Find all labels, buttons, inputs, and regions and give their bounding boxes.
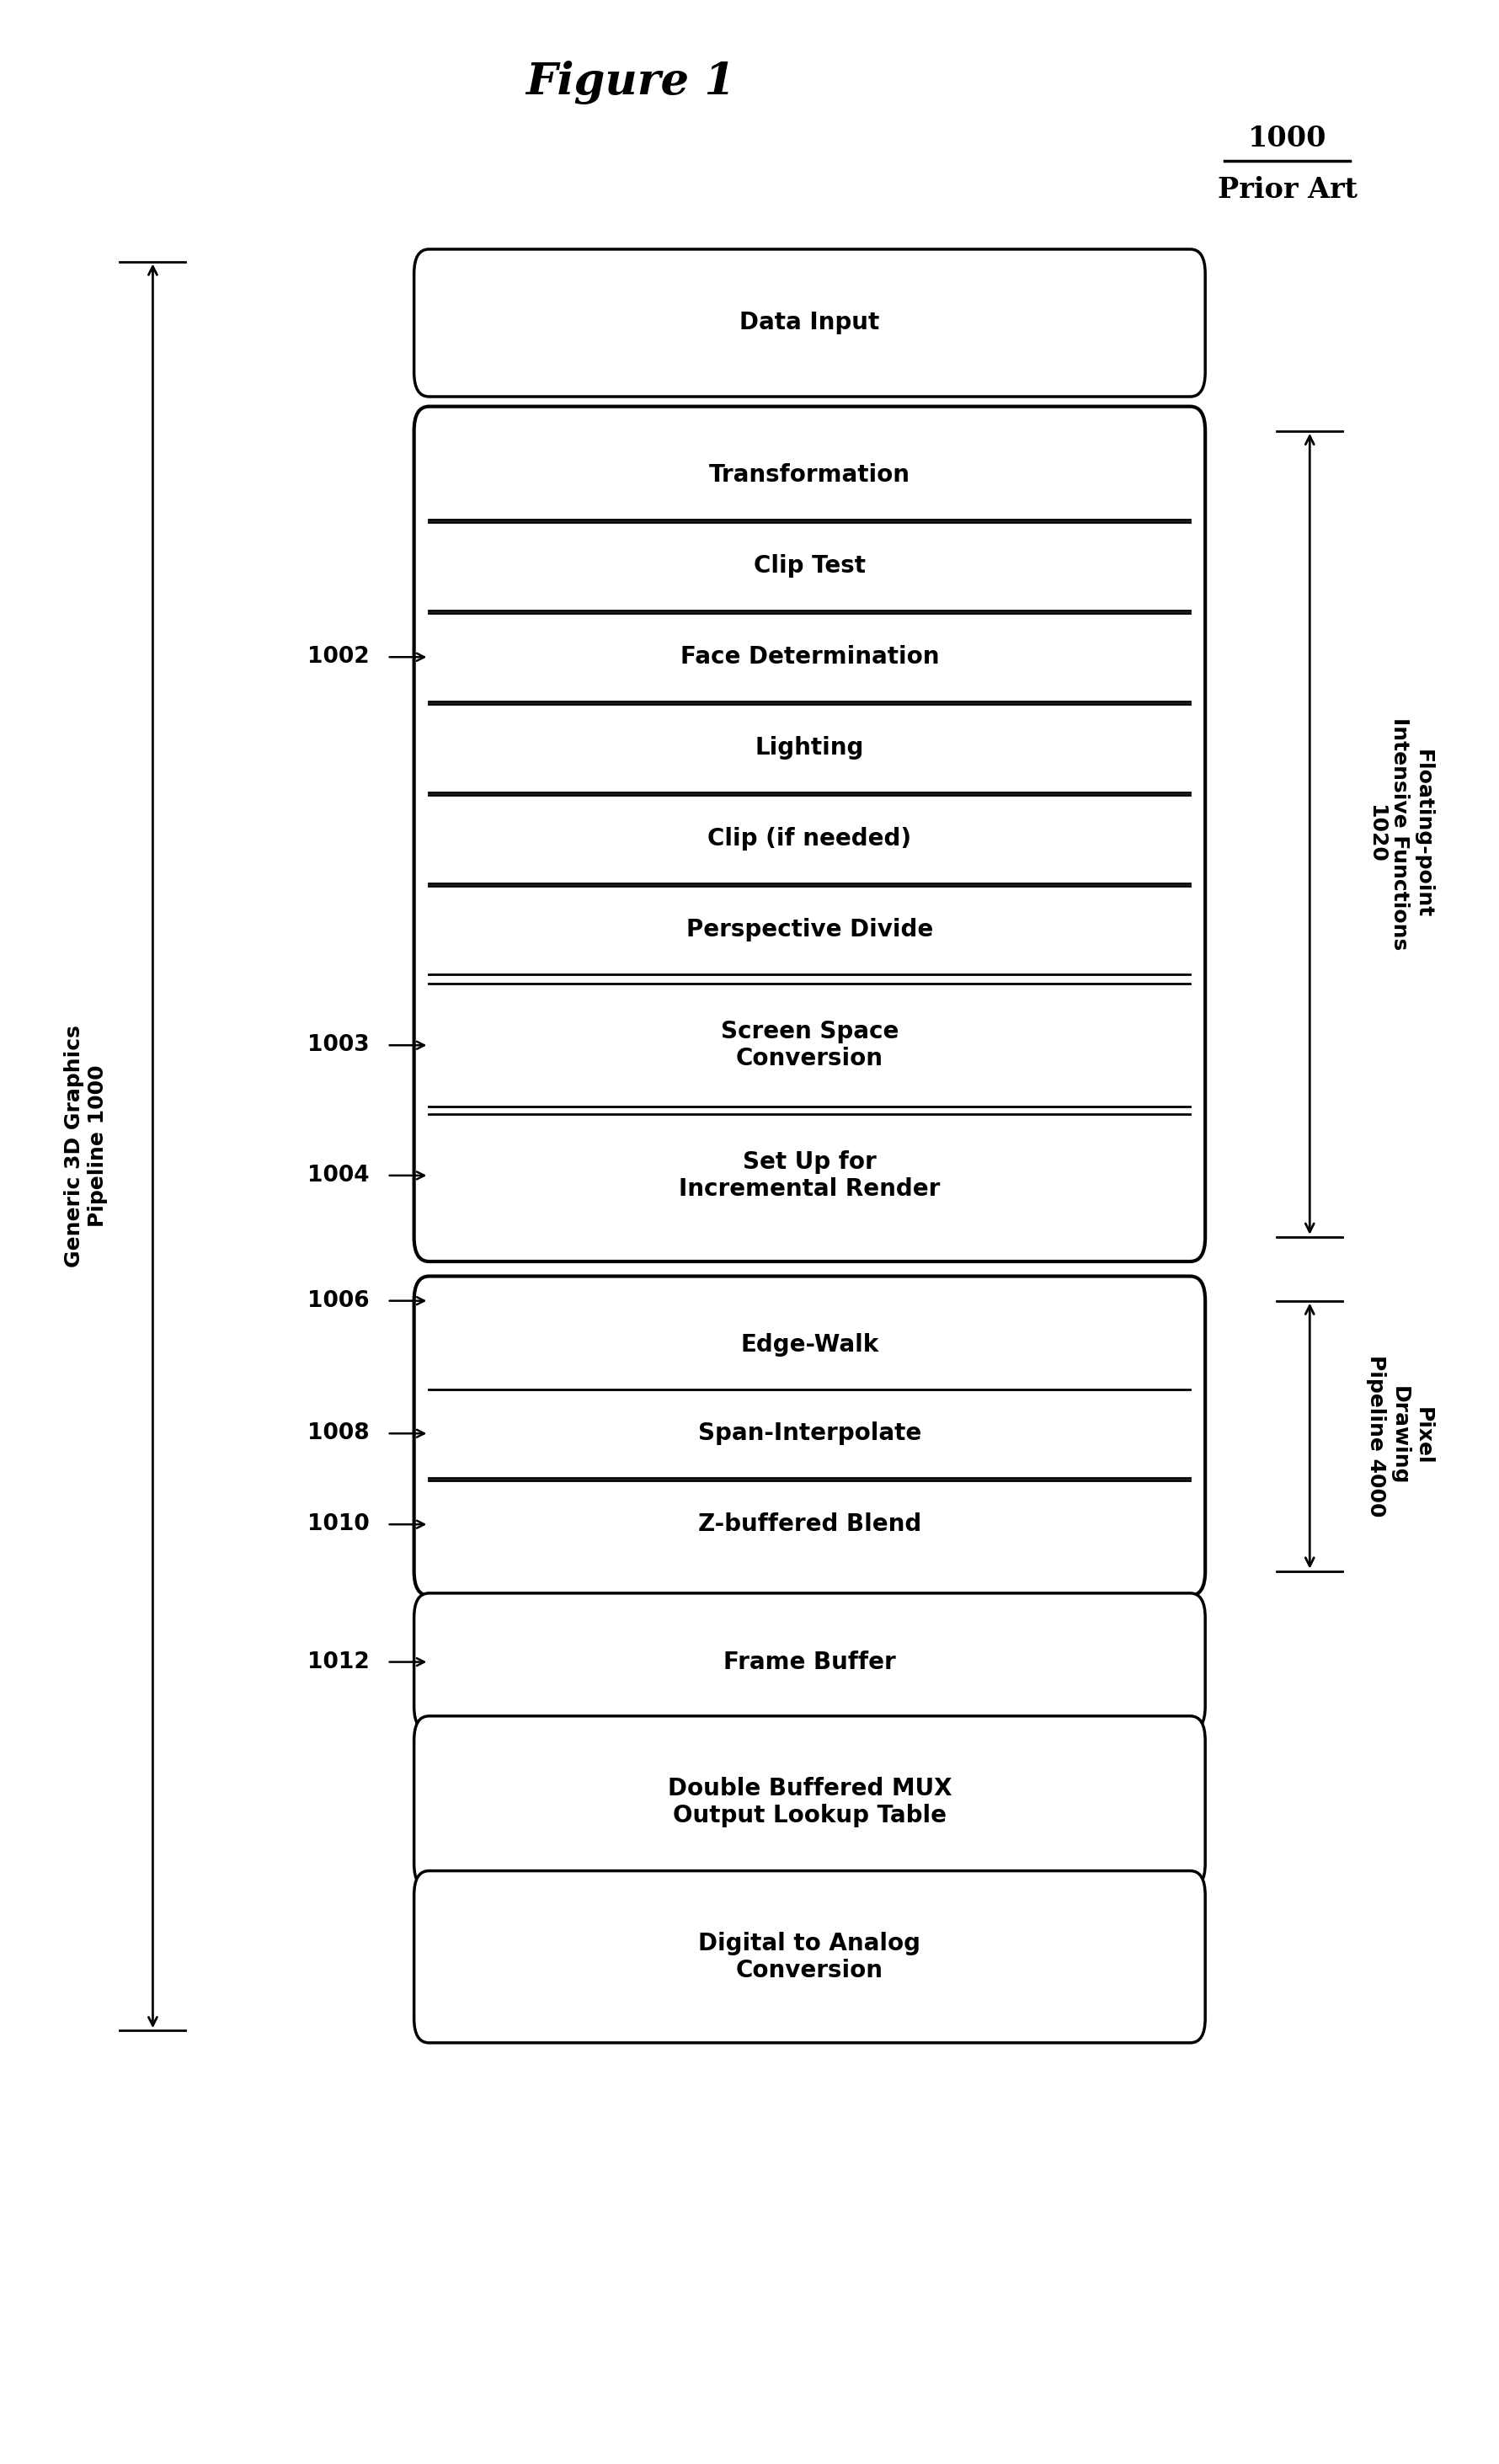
- Text: Prior Art: Prior Art: [1217, 177, 1357, 205]
- Text: 1010: 1010: [307, 1513, 369, 1535]
- Bar: [429, 1301, 1190, 1390]
- Text: Figure 1: Figure 1: [525, 59, 735, 103]
- FancyBboxPatch shape: [414, 249, 1205, 397]
- Text: Double Buffered MUX
Output Lookup Table: Double Buffered MUX Output Lookup Table: [667, 1777, 952, 1828]
- Text: 1008: 1008: [307, 1422, 369, 1444]
- Text: Frame Buffer: Frame Buffer: [723, 1651, 895, 1673]
- Bar: [429, 885, 1190, 973]
- Bar: [429, 796, 1190, 882]
- Text: Edge-Walk: Edge-Walk: [741, 1333, 878, 1358]
- Text: Z-buffered Blend: Z-buffered Blend: [697, 1513, 920, 1535]
- Text: Generic 3D Graphics
Pipeline 1000: Generic 3D Graphics Pipeline 1000: [64, 1025, 108, 1266]
- FancyBboxPatch shape: [414, 1594, 1205, 1730]
- Text: Set Up for
Incremental Render: Set Up for Incremental Render: [679, 1151, 940, 1200]
- Text: Lighting: Lighting: [754, 737, 863, 759]
- Bar: [429, 1390, 1190, 1478]
- Bar: [429, 1481, 1190, 1570]
- Bar: [429, 1114, 1190, 1237]
- Text: Pixel
Drawing
Pipeline 4000: Pixel Drawing Pipeline 4000: [1366, 1355, 1432, 1518]
- Text: 1004: 1004: [307, 1165, 369, 1188]
- Bar: [429, 705, 1190, 793]
- FancyBboxPatch shape: [414, 1870, 1205, 2043]
- Text: 1006: 1006: [307, 1289, 369, 1311]
- Text: Floating-point
Intensive Functions
1020: Floating-point Intensive Functions 1020: [1366, 717, 1432, 951]
- Bar: [429, 431, 1190, 520]
- Text: Data Input: Data Input: [739, 310, 878, 335]
- Text: 1012: 1012: [307, 1651, 369, 1673]
- Bar: [429, 983, 1190, 1106]
- Text: 1003: 1003: [307, 1035, 369, 1057]
- Text: 1002: 1002: [307, 646, 369, 668]
- FancyBboxPatch shape: [414, 1276, 1205, 1597]
- Text: 1000: 1000: [1247, 126, 1327, 153]
- FancyBboxPatch shape: [414, 1715, 1205, 1887]
- Text: Face Determination: Face Determination: [679, 646, 938, 668]
- Bar: [429, 522, 1190, 611]
- Text: Clip (if needed): Clip (if needed): [708, 828, 911, 850]
- Bar: [429, 614, 1190, 702]
- FancyBboxPatch shape: [414, 407, 1205, 1262]
- Text: Screen Space
Conversion: Screen Space Conversion: [720, 1020, 898, 1072]
- Text: Digital to Analog
Conversion: Digital to Analog Conversion: [699, 1932, 920, 1981]
- Text: Clip Test: Clip Test: [752, 554, 865, 579]
- Text: Transformation: Transformation: [709, 463, 910, 488]
- Text: Perspective Divide: Perspective Divide: [685, 919, 932, 941]
- Text: Span-Interpolate: Span-Interpolate: [697, 1422, 920, 1446]
